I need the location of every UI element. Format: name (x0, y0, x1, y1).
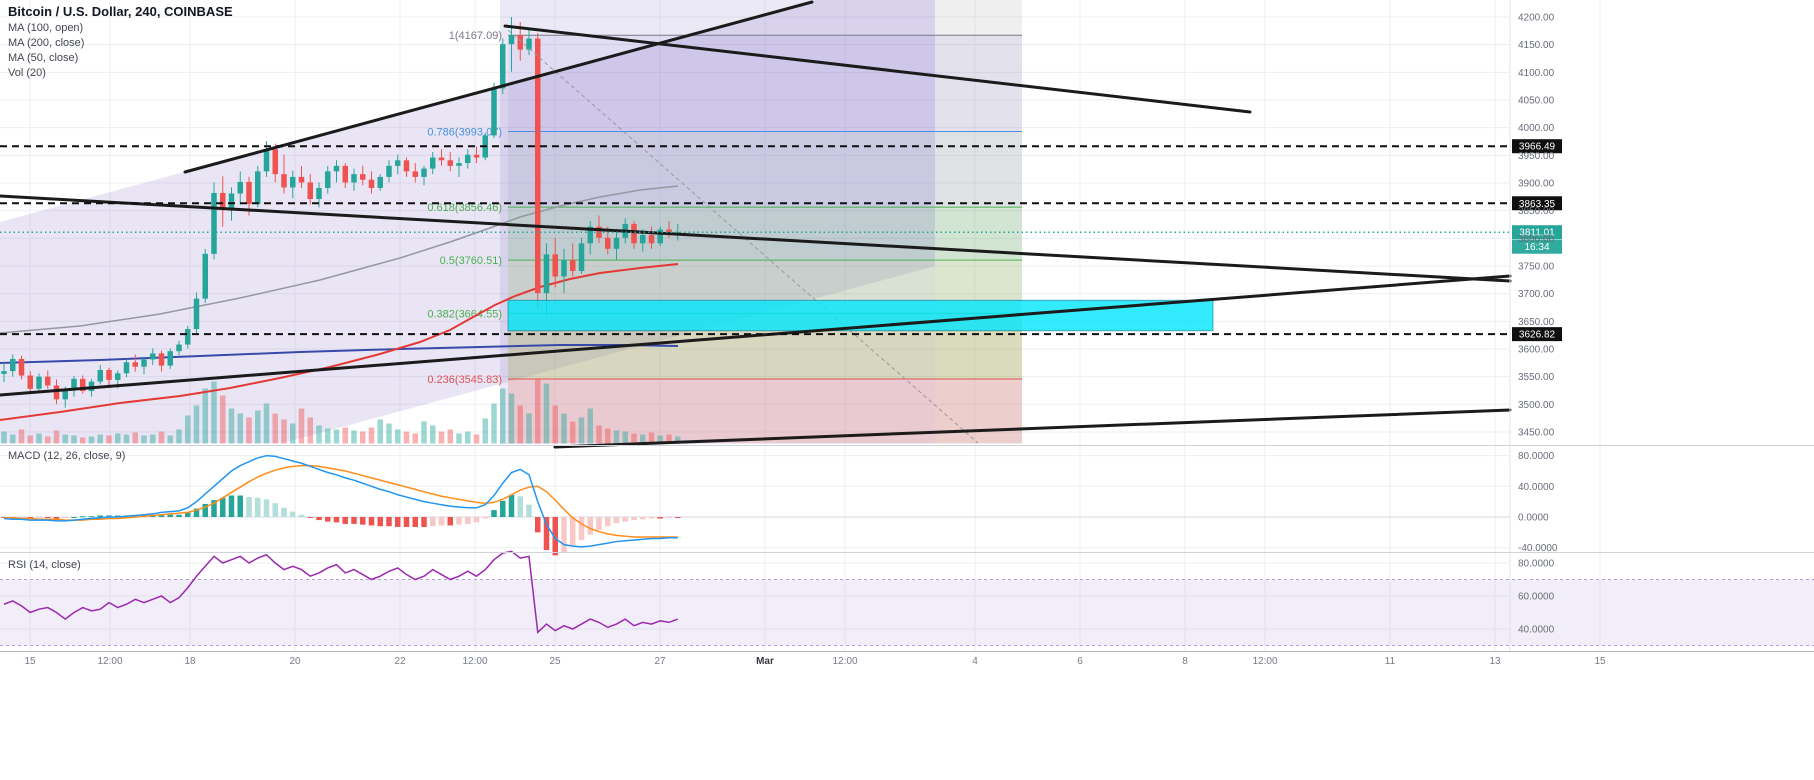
legend-ma200[interactable]: MA (200, close) (8, 37, 85, 49)
svg-text:80.0000: 80.0000 (1518, 451, 1555, 462)
svg-text:3700.00: 3700.00 (1518, 289, 1555, 300)
svg-text:4000.00: 4000.00 (1518, 123, 1555, 134)
svg-text:3500.00: 3500.00 (1518, 400, 1555, 411)
svg-text:4200.00: 4200.00 (1518, 13, 1555, 24)
svg-text:15: 15 (1594, 656, 1606, 667)
svg-text:Mar: Mar (756, 656, 774, 667)
svg-text:4050.00: 4050.00 (1518, 95, 1555, 106)
main-legend: Bitcoin / U.S. Dollar, 240, COINBASE MA … (8, 4, 233, 81)
svg-text:20: 20 (289, 656, 301, 667)
svg-text:12:00: 12:00 (832, 656, 857, 667)
rsi-line (3, 550, 679, 634)
svg-text:40.0000: 40.0000 (1518, 625, 1555, 636)
svg-text:18: 18 (184, 656, 196, 667)
svg-text:15: 15 (24, 656, 36, 667)
svg-text:3950.00: 3950.00 (1518, 151, 1555, 162)
svg-text:3900.00: 3900.00 (1518, 178, 1555, 189)
svg-text:40.0000: 40.0000 (1518, 482, 1555, 493)
svg-text:12:00: 12:00 (462, 656, 487, 667)
candles (1, 17, 681, 408)
legend-ma50[interactable]: MA (50, close) (8, 52, 79, 64)
fib-label: 0.618(3856.46) (427, 202, 502, 214)
svg-text:3750.00: 3750.00 (1518, 261, 1555, 272)
svg-text:4: 4 (972, 656, 978, 667)
svg-text:13: 13 (1489, 656, 1501, 667)
volume-bars (1, 378, 681, 444)
svg-text:12:00: 12:00 (1252, 656, 1277, 667)
rsi-legend[interactable]: RSI (14, close) (8, 559, 81, 571)
svg-text:3811.01: 3811.01 (1519, 228, 1555, 239)
svg-text:22: 22 (394, 656, 406, 667)
fib-label: 0.786(3993.07) (427, 126, 502, 138)
svg-text:3626.82: 3626.82 (1519, 330, 1556, 341)
legend-vol[interactable]: Vol (20) (8, 67, 46, 79)
vertical-highlight-0 (500, 0, 935, 444)
macd-legend[interactable]: MACD (12, 26, close, 9) (8, 450, 126, 462)
price-badges: 3966.49 3863.35 3811.01 16:34 3626.82 (1512, 139, 1562, 342)
svg-text:12:00: 12:00 (97, 656, 122, 667)
svg-text:11: 11 (1385, 656, 1396, 667)
price-axis[interactable]: 4200.00 4150.00 4100.00 4050.00 4000.00 3950.… (1518, 13, 1558, 636)
svg-text:3650.00: 3650.00 (1518, 317, 1555, 328)
legend-ma100[interactable]: MA (100, open) (8, 22, 84, 34)
svg-text:8: 8 (1182, 656, 1188, 667)
svg-text:3863.35: 3863.35 (1519, 199, 1556, 210)
svg-text:80.0000: 80.0000 (1518, 559, 1555, 570)
panel-separators[interactable] (0, 0, 1814, 652)
trend-lines[interactable] (0, 0, 1512, 449)
dashed-diagonal[interactable] (507, 29, 979, 444)
macd-line (3, 454, 678, 548)
svg-text:27: 27 (654, 656, 666, 667)
svg-text:3800.00: 3800.00 (1518, 234, 1555, 245)
svg-text:60.0000: 60.0000 (1518, 592, 1555, 603)
time-axis[interactable]: 15 12:00 18 20 22 12:00 25 27 Mar 12:00 4 6 8 12:00 11… (24, 656, 1606, 667)
svg-text:0.0000: 0.0000 (1518, 513, 1549, 524)
macd-panel (1, 454, 681, 556)
ma100-line (0, 185, 679, 334)
svg-text:3850.00: 3850.00 (1518, 206, 1555, 217)
vertical-highlight-1 (935, 0, 1022, 444)
fib-label: 0.382(3664.55) (427, 308, 502, 320)
svg-text:3450.00: 3450.00 (1518, 427, 1555, 438)
svg-text:3550.00: 3550.00 (1518, 372, 1555, 383)
svg-text:25: 25 (549, 656, 561, 667)
fib-label: 0.5(3760.51) (440, 255, 502, 267)
svg-text:4100.00: 4100.00 (1518, 68, 1555, 79)
macd-signal-line (4, 464, 678, 538)
moving-averages (0, 185, 679, 421)
svg-text:3966.49: 3966.49 (1519, 142, 1556, 153)
bar-countdown: 16:34 (1524, 242, 1549, 253)
svg-text:-40.0000: -40.0000 (1518, 543, 1558, 554)
ma50-line (0, 263, 679, 421)
cyan-supply-box[interactable] (507, 299, 1214, 332)
svg-text:6: 6 (1077, 656, 1083, 667)
svg-text:4150.00: 4150.00 (1518, 40, 1555, 51)
fib-label: 1(4167.09) (449, 30, 502, 42)
rsi-panel (0, 550, 1814, 646)
svg-text:3600.00: 3600.00 (1518, 344, 1555, 355)
symbol-title[interactable]: Bitcoin / U.S. Dollar, 240, COINBASE (8, 4, 233, 19)
fib-label: 0.236(3545.83) (427, 374, 502, 386)
